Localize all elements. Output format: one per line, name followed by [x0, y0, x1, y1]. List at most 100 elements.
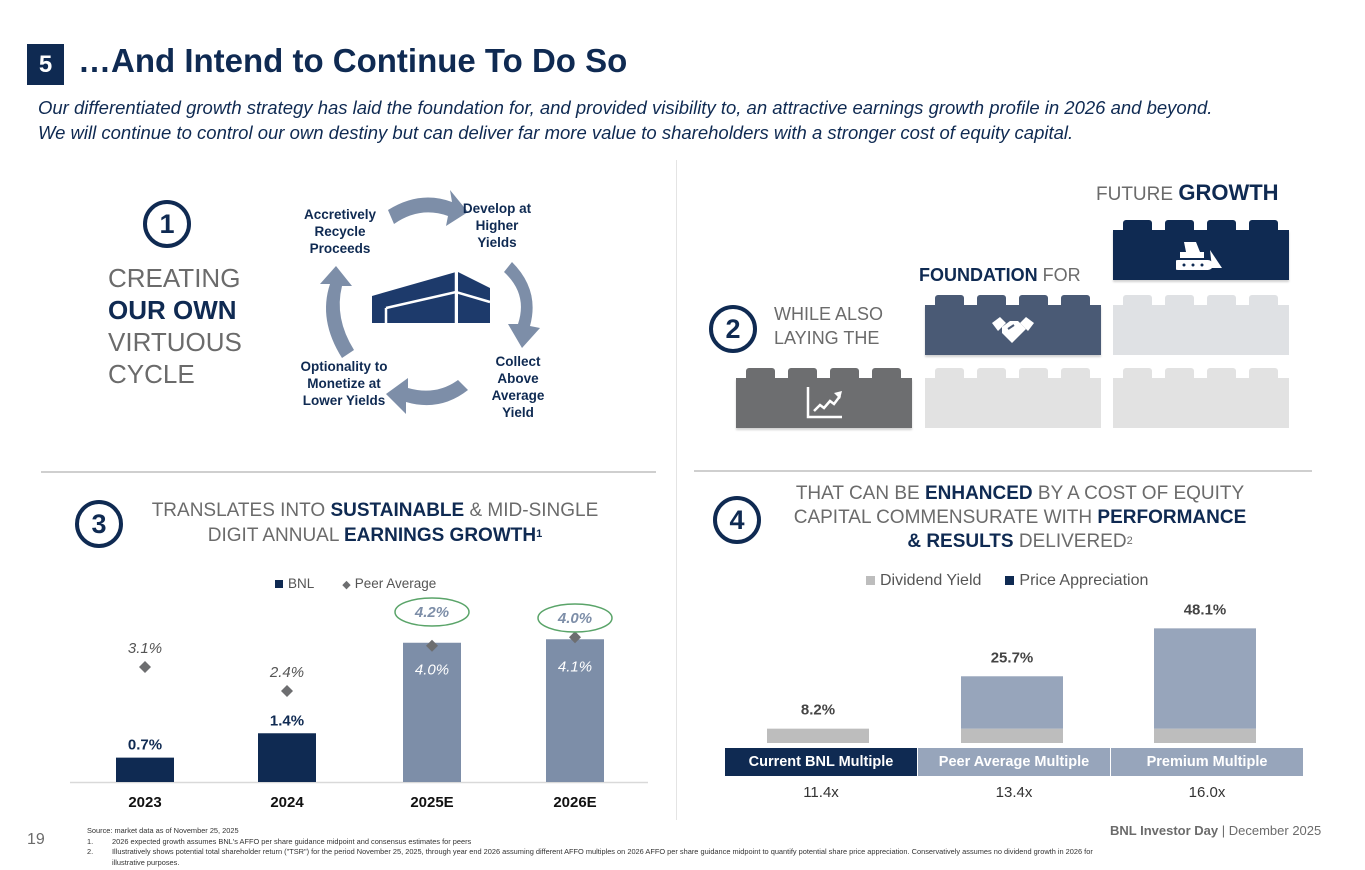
- legend-price-appreciation: Price Appreciation: [1005, 572, 1148, 590]
- s3-text-1: TRANSLATES INTO: [151, 500, 331, 521]
- horizontal-divider-right: [694, 470, 1312, 472]
- future-text: FUTURE: [1096, 184, 1179, 205]
- x-tick-label-2023: 2023: [128, 794, 161, 811]
- legend-price-label: Price Appreciation: [1019, 572, 1149, 589]
- bnl-value-label-2026E: 4.1%: [558, 658, 592, 675]
- footnote-2-text: Illustratively shows potential total sha…: [112, 847, 1093, 867]
- cycle-arrow-right: [504, 262, 540, 348]
- virtuous-cycle-diagram: [320, 190, 540, 414]
- footnote-1-num: 1.: [87, 836, 94, 846]
- section-number-badge: 5: [27, 44, 64, 85]
- foundation-text: FOUNDATION: [919, 265, 1038, 285]
- x-tick-label-2025E: 2025E: [410, 794, 453, 811]
- bnl-bar-2026E: [546, 639, 604, 782]
- header-premium-multiple: Premium Multiple: [1111, 748, 1303, 776]
- peer-diamond-2025E: [426, 639, 438, 652]
- x-tick-label-2026E: 2026E: [553, 794, 596, 811]
- highlight-ellipse-2026E: [537, 603, 613, 633]
- cycle-arrow-bottom: [386, 378, 468, 414]
- header-peer-average-multiple: Peer Average Multiple: [918, 748, 1111, 776]
- legend-peer-label: Peer Average: [354, 576, 437, 591]
- x-tick-label-2024: 2024: [270, 794, 304, 811]
- dividend-yield-bar-1: [961, 728, 1063, 743]
- brand-separator: |: [1218, 823, 1229, 838]
- future-growth-label: FUTURE GROWTH: [1096, 180, 1279, 206]
- legend-bnl-label: BNL: [288, 576, 315, 591]
- legend-dividend-label: Dividend Yield: [880, 572, 982, 589]
- s3-text-2: & MID-SINGLE DIGIT ANNUAL: [207, 500, 599, 546]
- cycle-step-optionality: Optionality to Monetize at Lower Yields: [300, 359, 388, 408]
- header-current-bnl-multiple: Current BNL Multiple: [725, 748, 918, 776]
- legend-peer-average: ◆ Peer Average: [342, 576, 437, 591]
- subtitle-line-2: We will continue to control our own dest…: [38, 122, 1074, 143]
- section-2-text: WHILE ALSO LAYING THE: [774, 302, 883, 350]
- handshake-icon: [925, 305, 1101, 355]
- footnotes: Source: market data as of November 25, 2…: [87, 826, 1107, 868]
- section-4-heading: THAT CAN BE ENHANCED BY A COST OF EQUITY…: [790, 482, 1250, 554]
- s1-line-1: CREATING: [108, 263, 241, 293]
- earnings-growth-chart: 0.7% 2023 3.1% 1.4% 2024 2.4% 4.0% 2025E 4.2% 4.1…: [70, 597, 648, 811]
- peer-value-label-2024: 2.4%: [269, 664, 304, 681]
- brick-empty-1: [1113, 295, 1289, 355]
- multiple-value-premium: 16.0x: [1188, 784, 1226, 801]
- section-1-text: CREATING OUR OWN VIRTUOUS CYCLE: [108, 262, 242, 390]
- tsr-chart: 8.2% 25.7% 48.1%: [767, 601, 1256, 743]
- footnote-1: 1. 2026 expected growth assumes BNL's AFF…: [87, 837, 1107, 848]
- brick-future-growth: [1113, 220, 1289, 280]
- multiple-header-row: Current BNL Multiple Peer Average Multip…: [725, 748, 1303, 776]
- cycle-step-collect: Collect Above Average Yield: [491, 354, 545, 420]
- multiple-value-current: 11.4x: [803, 784, 839, 801]
- section-1-number: 1: [143, 200, 191, 248]
- s4-footnote-ref: 2: [1126, 535, 1133, 547]
- subtitle-line-1: Our differentiated growth strategy has l…: [38, 97, 1213, 118]
- s1-line-2: OUR OWN: [108, 295, 237, 325]
- page-title: …And Intend to Continue To Do So: [78, 42, 628, 79]
- s3-footnote-ref: 1: [536, 528, 543, 540]
- chart1-legend: BNL ◆ Peer Average: [275, 576, 436, 591]
- bnl-bar-2023: [116, 757, 174, 782]
- footnote-1-text: 2026 expected growth assumes BNL's AFFO …: [112, 836, 472, 846]
- page-number: 19: [27, 831, 45, 848]
- page-subtitle: Our differentiated growth strategy has l…: [38, 95, 1338, 145]
- section-3-heading: TRANSLATES INTO SUSTAINABLE & MID-SINGLE…: [150, 498, 600, 548]
- cycle-step-develop: Develop at Higher Yields: [462, 201, 532, 250]
- bnl-bar-2024: [258, 733, 316, 782]
- peer-value-label-2026E: 4.0%: [557, 610, 592, 627]
- brand-name: BNL Investor Day: [1110, 823, 1219, 838]
- cycle-arrow-left: [320, 266, 354, 358]
- brand-footer: BNL Investor Day | December 2025: [1110, 823, 1321, 838]
- s3-bold-2: EARNINGS GROWTH: [343, 525, 537, 546]
- dividend-yield-bar-0: [767, 728, 869, 743]
- footnote-2-num: 2.: [87, 847, 94, 856]
- horizontal-divider-left: [41, 471, 656, 473]
- footnote-2: 2. Illustratively shows potential total s…: [87, 847, 1107, 868]
- brick-base: [736, 368, 912, 428]
- peer-diamond-2026E: [569, 631, 581, 644]
- s4-text-2: BY A COST OF EQUITY CAPITAL COMMENSURATE…: [793, 483, 1245, 528]
- bnl-value-label-2024: 1.4%: [270, 712, 304, 729]
- multiple-value-peer: 13.4x: [995, 784, 1033, 801]
- peer-diamond-2023: [139, 661, 151, 673]
- price-appreciation-bar-2: [1154, 628, 1256, 729]
- peer-value-label-2023: 3.1%: [128, 640, 162, 657]
- dividend-yield-bar-2: [1154, 728, 1256, 743]
- cycle-step-recycle: Accretively Recycle Proceeds: [303, 207, 377, 256]
- bnl-value-label-2025E: 4.0%: [415, 662, 449, 679]
- peer-value-label-2025E: 4.2%: [414, 604, 449, 621]
- bulldozer-icon: [1113, 230, 1289, 280]
- s4-bold-1: ENHANCED: [924, 483, 1033, 504]
- vertical-divider: [676, 160, 677, 820]
- s1-line-4: CYCLE: [108, 359, 195, 389]
- s2-line-1: WHILE ALSO: [774, 304, 884, 324]
- brick-empty-2: [925, 368, 1101, 428]
- brand-date: December 2025: [1228, 823, 1322, 838]
- legend-bnl: BNL: [275, 576, 314, 591]
- bnl-value-label-2023: 0.7%: [128, 737, 162, 754]
- cycle-arrow-top: [388, 190, 468, 226]
- s4-text-1: THAT CAN BE: [795, 483, 925, 504]
- s4-text-3: DELIVERED: [1013, 531, 1127, 552]
- s1-line-3: VIRTUOUS: [108, 327, 242, 357]
- chart2-legend: Dividend Yield Price Appreciation: [866, 572, 1148, 590]
- s2-line-2: LAYING THE: [774, 328, 880, 348]
- total-return-label-1: 25.7%: [991, 649, 1034, 666]
